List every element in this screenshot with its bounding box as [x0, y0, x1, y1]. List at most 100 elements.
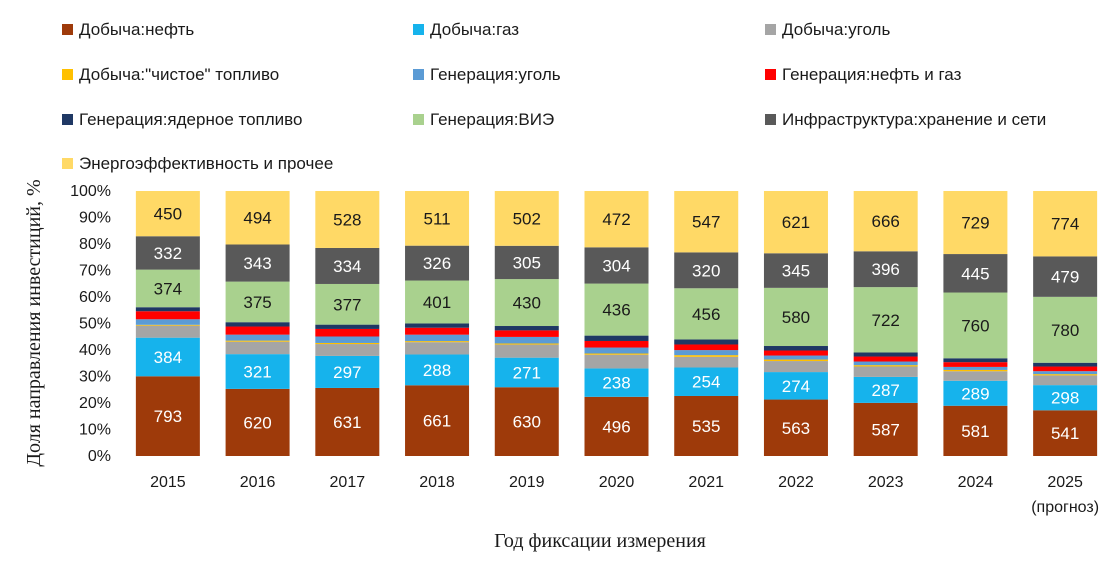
bar-segment: [853, 402, 918, 456]
data-label: 580: [782, 308, 810, 327]
bar-segment: [674, 395, 739, 456]
bar-segment: [405, 245, 470, 281]
data-label: 774: [1051, 215, 1079, 234]
bar-segment: [494, 387, 559, 456]
bar-stack: 496 238 436 304 472: [584, 191, 649, 456]
data-label: 535: [692, 417, 720, 436]
data-label: 511: [423, 209, 450, 228]
bar-segment: [674, 350, 739, 356]
bar-stack: 563 274 580 345 621: [763, 191, 828, 456]
data-label: 729: [961, 214, 989, 233]
data-label: 436: [602, 301, 630, 320]
bar-segment: [1033, 366, 1098, 372]
y-tick-label: 100%: [70, 183, 111, 200]
bar-segment: [1033, 385, 1098, 411]
bar-segment: [674, 367, 739, 396]
legend: Добыча:нефть Добыча:газ Добыча:уголь Добыча…: [62, 20, 1046, 173]
legend-label: Инфраструктура:хранение и сети: [782, 110, 1046, 129]
bar-segment: [135, 269, 200, 308]
bar-segment: [943, 405, 1008, 456]
bar-segment: [674, 252, 739, 289]
x-tick-label: 2025: [1047, 474, 1083, 491]
bar-segment: [494, 357, 559, 388]
data-label: 456: [692, 305, 720, 324]
legend-item: Инфраструктура:хранение и сети: [765, 110, 1046, 129]
data-label: 661: [423, 412, 451, 431]
data-label: 450: [154, 205, 182, 224]
bar-segment: [494, 245, 559, 280]
legend-swatch: [765, 24, 776, 35]
legend-swatch: [413, 69, 424, 80]
data-label: 271: [513, 363, 541, 382]
bar-segment: [1033, 375, 1098, 386]
x-axis-title: Год фиксации измерения: [494, 530, 706, 552]
bar-segment: [135, 324, 200, 326]
data-label: 430: [513, 294, 541, 313]
bar-segment: [225, 281, 290, 323]
y-tick-label: 50%: [79, 316, 111, 333]
bar-stack: 535 254 456 320 547: [674, 191, 739, 456]
y-tick-label: 40%: [79, 342, 111, 359]
data-label: 541: [1051, 424, 1079, 443]
bar-segment: [225, 244, 290, 282]
bar-segment: [135, 236, 200, 270]
bar-stack: 631 297 377 334 528: [315, 191, 380, 456]
bar-segment: [494, 344, 559, 358]
legend-swatch: [765, 69, 776, 80]
data-label: 274: [782, 377, 810, 396]
legend-swatch: [62, 114, 73, 125]
bar-stack: 630 271 430 305 502: [494, 191, 559, 456]
x-tick-label: 2021: [688, 474, 724, 491]
bar-segment: [584, 353, 649, 355]
y-tick-label: 60%: [79, 289, 111, 306]
data-label: 297: [333, 363, 361, 382]
y-tick-label: 70%: [79, 263, 111, 280]
data-label: 587: [871, 420, 899, 439]
bar-segment: [584, 335, 649, 341]
bar-segment: [494, 191, 559, 246]
legend-swatch: [413, 24, 424, 35]
data-label: 630: [513, 413, 541, 432]
bar-segment: [943, 371, 1008, 381]
bar-segment: [584, 354, 649, 369]
bar-segment: [584, 347, 649, 354]
data-label: 374: [154, 279, 182, 298]
bar-segment: [853, 366, 918, 377]
bar-segment: [1033, 362, 1098, 367]
bar-segment: [135, 307, 200, 312]
bar-segment: [763, 359, 828, 362]
bar-segment: [853, 361, 918, 366]
bar-stack: 581 289 760 445 729: [943, 191, 1008, 456]
bar-segment: [315, 247, 380, 284]
bar-segment: [584, 191, 649, 248]
bar-segment: [584, 340, 649, 348]
data-label: 375: [243, 293, 271, 312]
bar-segment: [584, 283, 649, 336]
data-label: 320: [692, 261, 720, 280]
data-label: 288: [423, 361, 451, 380]
data-label: 287: [871, 381, 899, 400]
bar-segment: [853, 251, 918, 288]
bar-segment: [225, 191, 290, 245]
x-tick-label: 2020: [599, 474, 635, 491]
bar-segment: [1033, 410, 1098, 456]
bar-segment: [853, 191, 918, 252]
bar-segment: [405, 341, 470, 343]
data-label: 780: [1051, 321, 1079, 340]
bars: 793 384 374 332 450 620 321 375 343 494 631 297 377 3…: [135, 191, 1098, 456]
bar-segment: [494, 279, 559, 327]
bar-segment: [494, 336, 559, 344]
bar-segment: [943, 369, 1008, 372]
data-label: 528: [333, 210, 361, 229]
bar-segment: [225, 334, 290, 341]
bar-segment: [943, 362, 1008, 367]
data-label: 254: [692, 373, 720, 392]
y-tick-label: 10%: [79, 422, 111, 439]
data-label: 384: [154, 348, 182, 367]
data-label: 377: [333, 295, 361, 314]
data-label: 620: [243, 413, 271, 432]
data-label: 631: [333, 413, 361, 432]
bar-segment: [943, 191, 1008, 255]
bar-segment: [943, 366, 1008, 370]
bar-stack: 661 288 401 326 511: [405, 191, 470, 456]
